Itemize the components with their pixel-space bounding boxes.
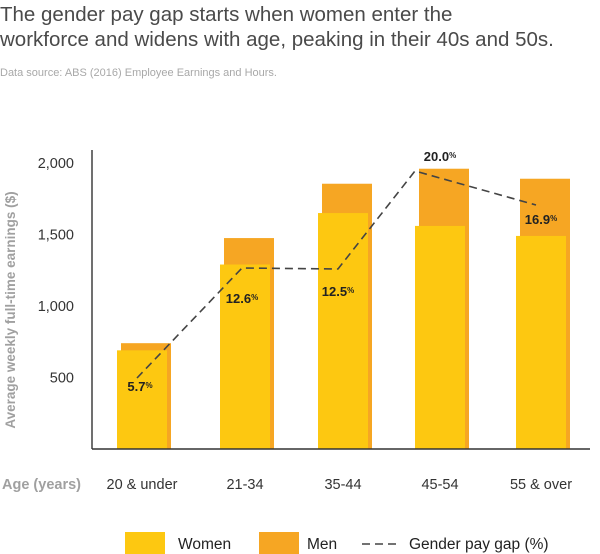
bars-group [117, 168, 570, 450]
y-tick-labels: 500 1,000 1,500 2,000 [38, 156, 74, 387]
x-tick-label: 45-54 [421, 477, 458, 493]
bar-women [117, 350, 167, 449]
gap-line [136, 170, 537, 379]
gap-value-label: 12.6% [226, 291, 258, 306]
x-tick-label: 21-34 [226, 477, 263, 493]
gap-value-label: 16.9% [525, 212, 557, 227]
y-axis-title: Average weekly full-time earnings ($) [3, 191, 18, 428]
x-tick-label: 35-44 [324, 477, 361, 493]
y-tick-label: 500 [50, 371, 74, 387]
legend-men-swatch [259, 532, 299, 554]
axes-group [91, 150, 590, 450]
gap-value-label: 20.0% [424, 149, 456, 164]
legend: Women Men Gender pay gap (%) [125, 532, 549, 554]
gap-line-group [136, 170, 537, 379]
legend-women-swatch [125, 532, 165, 554]
title-line-1: The gender pay gap starts when women ent… [0, 3, 453, 26]
bar-women [220, 264, 270, 449]
title-line-2: workforce and widens with age, peaking i… [0, 28, 554, 51]
x-tick-label: 55 & over [510, 477, 572, 493]
bar-women [415, 225, 465, 449]
x-tick-label: 20 & under [107, 477, 178, 493]
legend-gap-label: Gender pay gap (%) [409, 536, 549, 553]
y-tick-label: 1,500 [38, 228, 74, 244]
gap-labels-group: 5.7%12.6% 12.5%20.0%16.9% [127, 149, 557, 394]
y-tick-label: 1,000 [38, 299, 74, 315]
data-source-note: Data source: ABS (2016) Employee Earning… [0, 67, 277, 79]
legend-women-label: Women [178, 536, 231, 553]
gap-value-label: 12.5% [322, 284, 354, 299]
y-tick-label: 2,000 [38, 156, 74, 172]
x-axis-title: Age (years) [2, 477, 81, 493]
bar-women [516, 235, 566, 449]
chart-title: The gender pay gap starts when women ent… [0, 2, 600, 52]
bar-women [318, 213, 368, 449]
x-tick-labels: 20 & under 21-34 35-44 45-54 55 & over [107, 477, 573, 493]
legend-men-label: Men [307, 536, 337, 553]
